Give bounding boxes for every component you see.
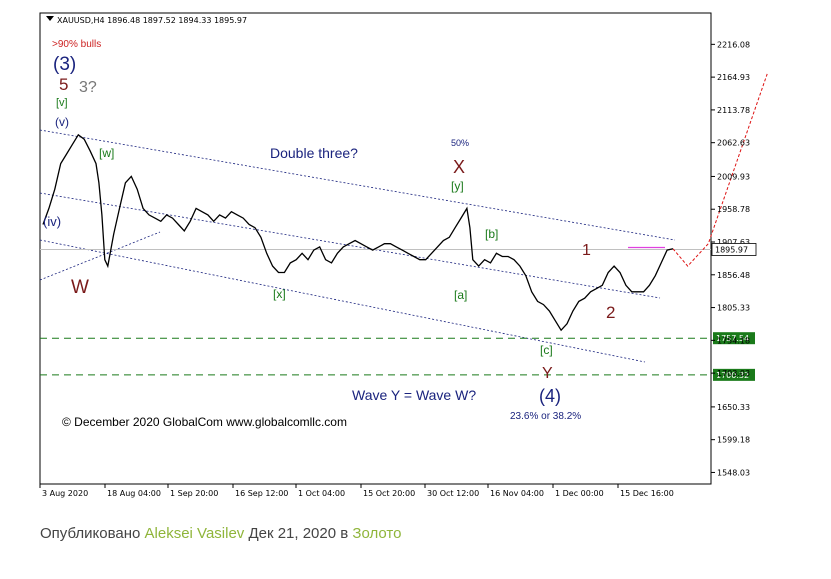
annotation-21: Wave Y = Wave W? <box>352 387 476 403</box>
author-link[interactable]: Aleksei Vasilev <box>144 525 245 542</box>
annotation-0: >90% bulls <box>52 39 101 50</box>
x-tick-label-5: 15 Oct 20:00 <box>363 489 415 498</box>
header-triangle-icon <box>46 16 54 21</box>
y-tick-label-11: 1650.33 <box>717 403 750 412</box>
y-tick-label-0: 2216.08 <box>717 40 750 49</box>
annotation-15: [x] <box>273 287 286 301</box>
annotation-12: [y] <box>451 179 464 193</box>
projection <box>628 73 768 267</box>
annotation-9: Double three? <box>270 145 358 161</box>
category-link[interactable]: Золото <box>352 525 402 542</box>
annotation-11: X <box>453 157 465 177</box>
annotation-5: (v) <box>55 115 69 129</box>
series-line-0 <box>42 133 674 332</box>
y-tick-label-1: 2164.93 <box>717 73 750 82</box>
level-label-1: 1700.32 <box>716 371 749 380</box>
annotation-2: 5 <box>59 75 68 94</box>
caption-prefix: Опубликовано <box>40 525 145 542</box>
annotation-18: [c] <box>540 343 553 357</box>
x-tick-label-2: 1 Sep 20:00 <box>170 489 218 498</box>
x-tick-label-8: 1 Dec 00:00 <box>555 489 604 498</box>
annotation-16: [a] <box>454 288 467 302</box>
trend-line-3 <box>39 231 161 281</box>
x-tick-label-9: 15 Dec 16:00 <box>620 489 674 498</box>
y-tick-label-8: 1805.33 <box>717 304 750 313</box>
annotation-3: 3? <box>79 79 97 96</box>
annotation-22: 23.6% or 38.2% <box>510 411 581 422</box>
current-price-box <box>711 243 757 256</box>
annotation-4: [v] <box>56 97 68 109</box>
y-tick-label-13: 1548.03 <box>717 468 750 477</box>
annotation-1: (3) <box>53 54 76 75</box>
y-tick-label-10: 1703.03 <box>717 369 750 378</box>
symbol-header: XAUUSD,H4 1896.48 1897.52 1894.33 1895.9… <box>57 16 247 25</box>
annotation-14: 1 <box>582 242 591 259</box>
x-tick-label-4: 1 Oct 04:00 <box>298 489 345 498</box>
y-tick-label-5: 1958.78 <box>717 205 750 214</box>
x-tick-label-6: 30 Oct 12:00 <box>427 489 479 498</box>
annotation-10: 50% <box>451 138 469 148</box>
annotation-13: [b] <box>485 227 498 241</box>
trend-line-2 <box>39 239 646 363</box>
x-tick-label-0: 3 Aug 2020 <box>42 489 88 498</box>
projection-line <box>672 73 768 267</box>
annotation-17: 2 <box>606 303 615 322</box>
annotation-7: (iv) <box>43 214 61 229</box>
annotation-6: [w] <box>99 146 114 160</box>
annotation-19: Y <box>542 365 553 382</box>
y-tick-label-12: 1599.18 <box>717 436 750 445</box>
trend-line-1 <box>39 192 661 299</box>
x-axis: 3 Aug 2020 18 Aug 04:00 1 Sep 20:00 16 Sep … <box>39 484 674 498</box>
y-tick-label-6: 1907.63 <box>717 238 750 247</box>
y-tick-label-3: 2062.63 <box>717 139 750 148</box>
level-label-bg-1 <box>713 368 755 381</box>
trend-lines <box>39 129 676 363</box>
y-axis: 2216.08 2164.93 2113.78 2062.63 2009.93 1958.… <box>711 40 757 477</box>
annotation-8: W <box>71 277 89 298</box>
level-label-0: 1757.54 <box>716 334 749 343</box>
y-tick-label-7: 1856.48 <box>717 271 750 280</box>
wave-annotations: >90% bulls (3)5 3? [v] (v) [w] (iv) W Double thr… <box>43 39 615 429</box>
annotation-23: © December 2020 GlobalCom www.globalcoml… <box>62 415 347 429</box>
x-tick-label-3: 16 Sep 12:00 <box>235 489 288 498</box>
price-series <box>42 133 674 332</box>
y-tick-label-2: 2113.78 <box>717 106 750 115</box>
caption-middle: Дек 21, 2020 в <box>244 525 353 542</box>
publication-caption: Опубликовано Aleksei Vasilev Дек 21, 202… <box>40 525 401 542</box>
annotation-20: (4) <box>539 386 561 406</box>
trend-line-0 <box>39 129 676 241</box>
level-label-bg-0 <box>713 332 755 345</box>
current-price-label: 1895.97 <box>715 245 748 254</box>
y-tick-label-4: 2009.93 <box>717 172 750 181</box>
x-tick-label-7: 16 Nov 04:00 <box>490 489 544 498</box>
chart-header: XAUUSD,H4 1896.48 1897.52 1894.33 1895.9… <box>46 16 247 25</box>
x-tick-label-1: 18 Aug 04:00 <box>107 489 161 498</box>
y-tick-label-9: 1754.18 <box>717 336 750 345</box>
support-levels: 1757.54 1700.32 <box>40 248 755 381</box>
